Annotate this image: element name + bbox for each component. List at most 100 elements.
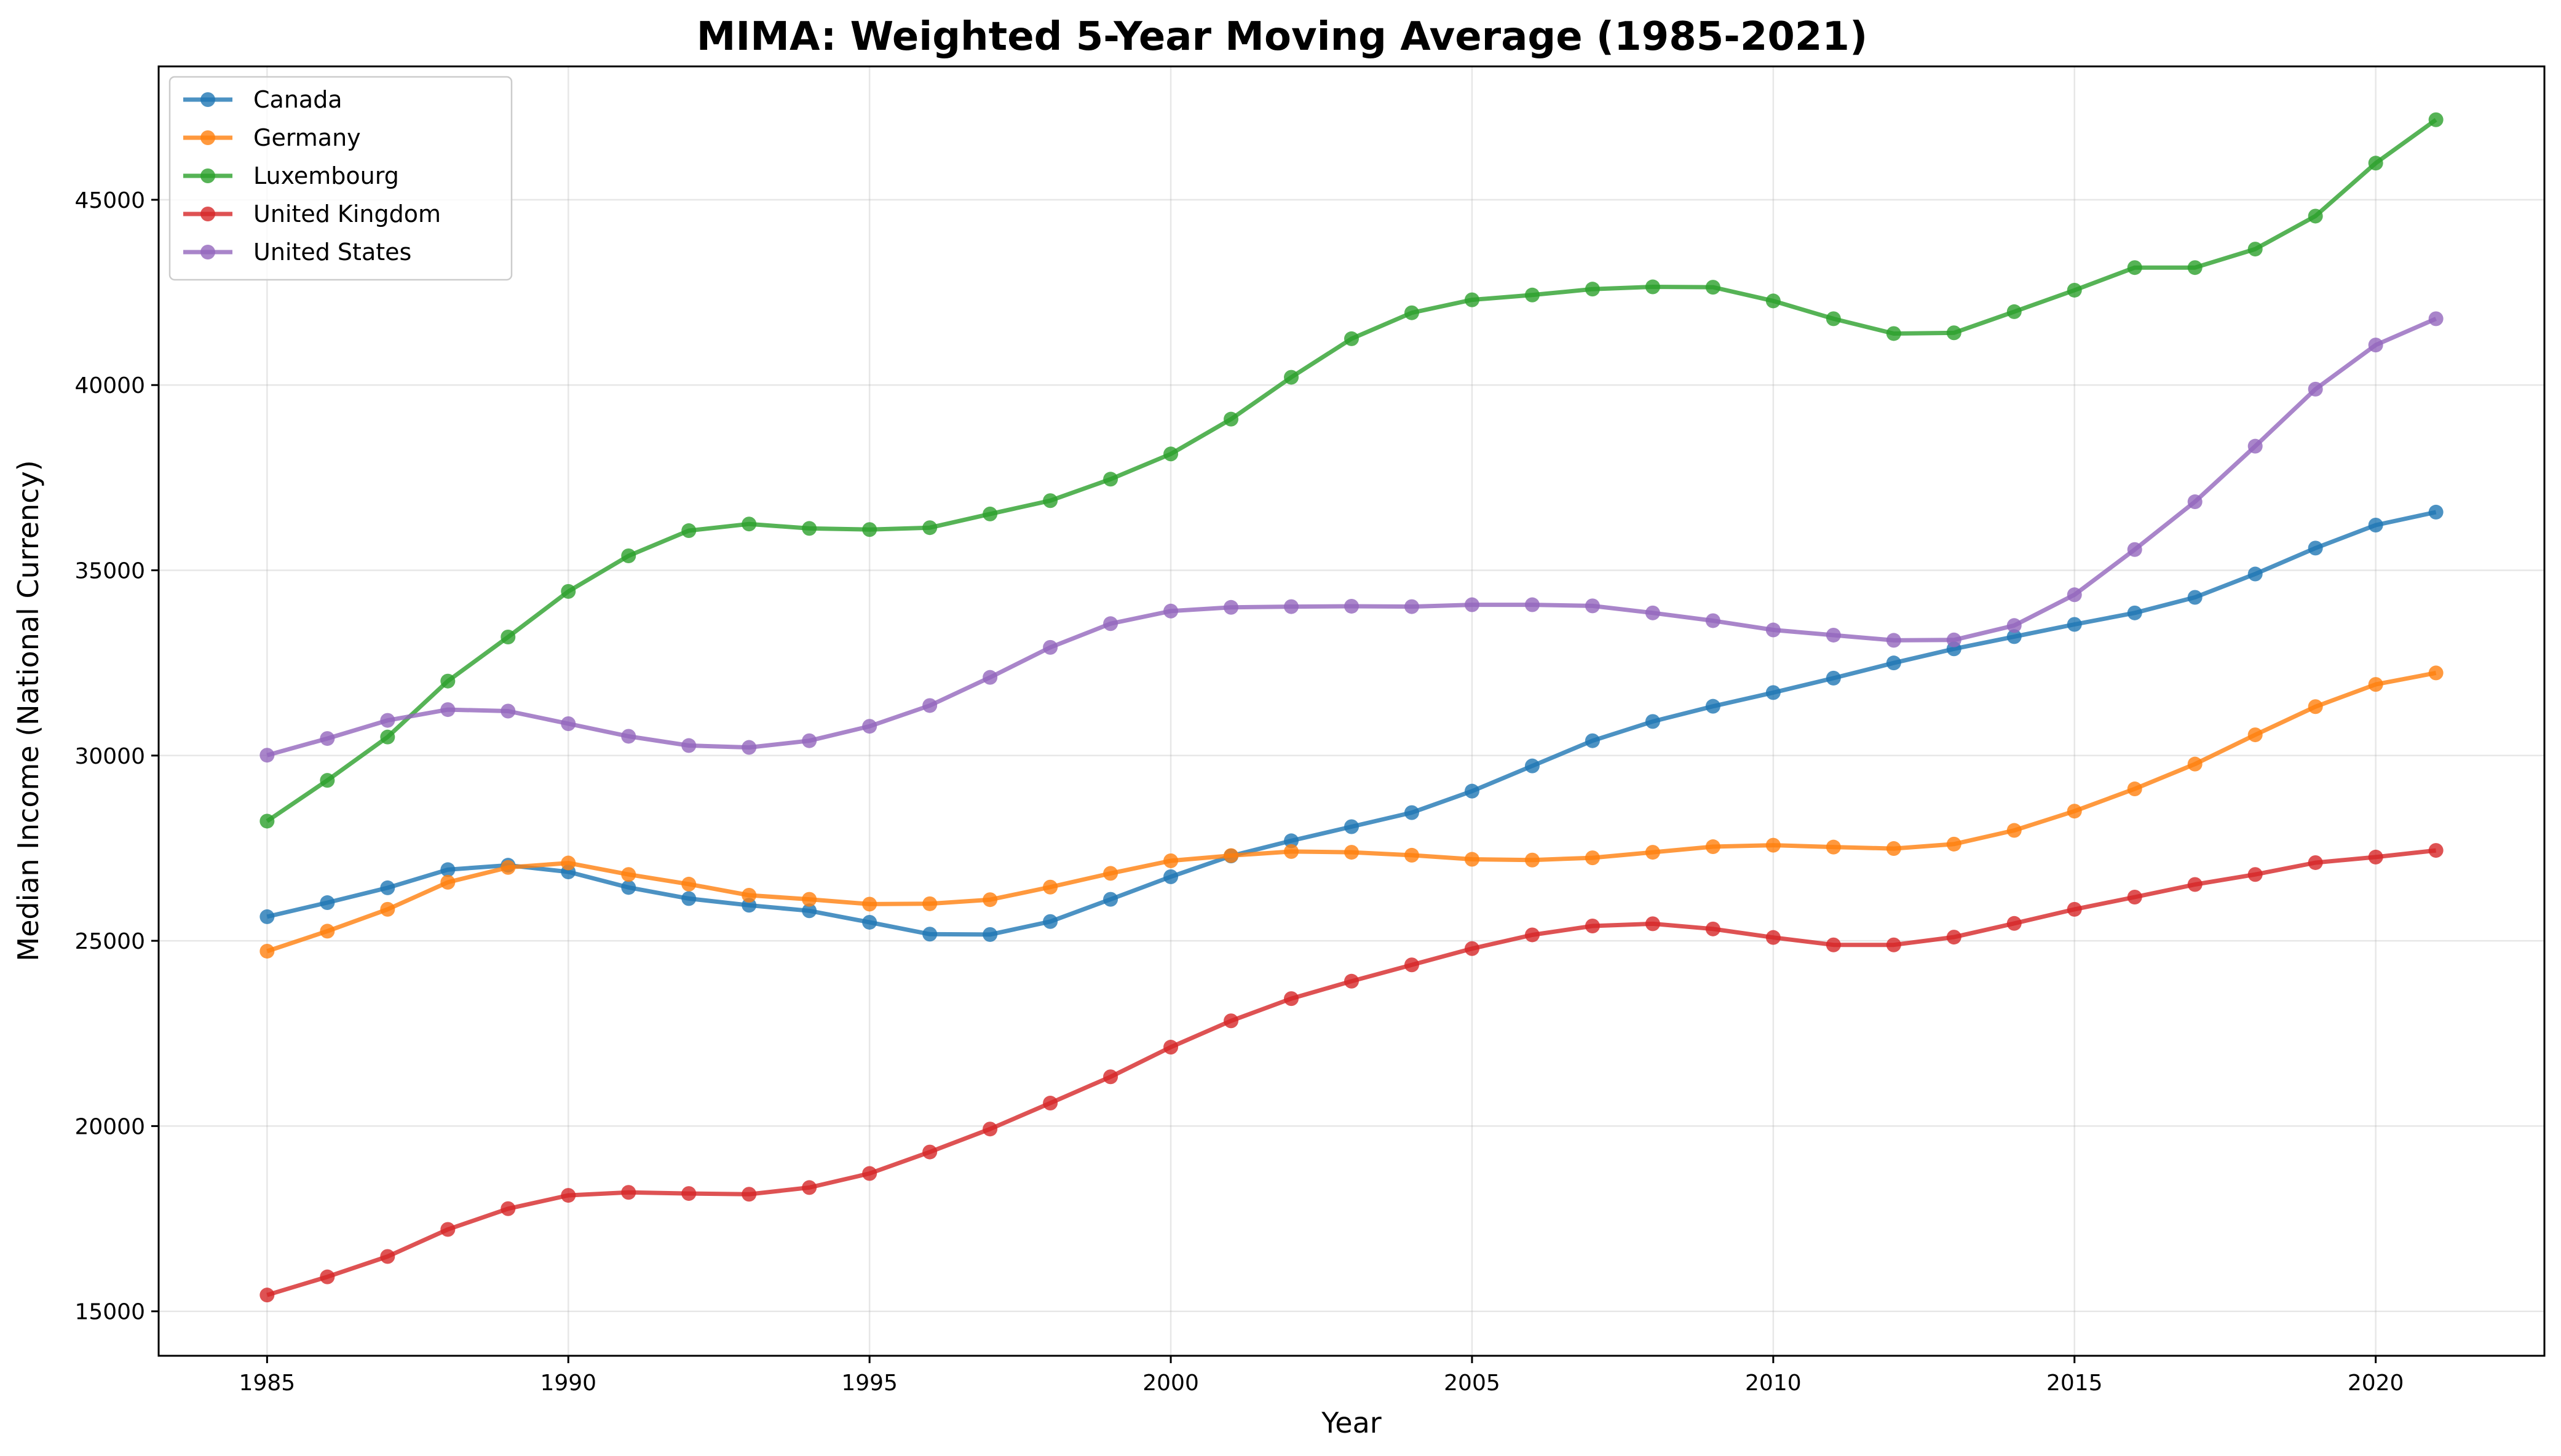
- data-point: [1284, 991, 1299, 1007]
- data-point: [2187, 756, 2203, 772]
- data-point: [1404, 305, 1419, 320]
- legend-label: Germany: [253, 124, 361, 151]
- data-point: [2368, 849, 2383, 865]
- data-point: [1344, 598, 1359, 614]
- data-point: [1224, 599, 1239, 615]
- data-point: [1705, 613, 1720, 628]
- data-point: [1765, 685, 1781, 700]
- data-point: [1886, 937, 1901, 952]
- data-point: [2006, 823, 2022, 838]
- data-point: [380, 1249, 395, 1264]
- x-tick-label: 2000: [1142, 1371, 1199, 1396]
- legend-label: Luxembourg: [253, 162, 399, 189]
- data-point: [1705, 698, 1720, 714]
- data-point: [2187, 877, 2203, 892]
- data-point: [1103, 892, 1118, 907]
- data-point: [2187, 494, 2203, 510]
- data-point: [1344, 845, 1359, 860]
- data-point: [983, 927, 998, 942]
- data-point: [501, 629, 516, 644]
- series-united-kingdom: [259, 843, 2444, 1303]
- data-point: [742, 740, 757, 755]
- data-point: [2127, 889, 2142, 904]
- data-point: [1344, 819, 1359, 834]
- data-point: [681, 891, 697, 906]
- data-point: [2067, 804, 2082, 819]
- data-point: [922, 520, 938, 536]
- data-point: [2308, 540, 2323, 556]
- data-point: [922, 698, 938, 713]
- data-point: [1163, 853, 1179, 868]
- data-point: [2187, 260, 2203, 275]
- x-tick-label: 2020: [2348, 1371, 2404, 1396]
- data-point: [1224, 411, 1239, 427]
- data-point: [1946, 325, 1961, 341]
- x-tick-label: 1985: [239, 1371, 296, 1396]
- data-point: [862, 914, 877, 930]
- data-point: [1826, 627, 1841, 643]
- data-point: [1765, 622, 1781, 638]
- data-point: [1826, 311, 1841, 326]
- y-tick-label: 45000: [74, 188, 145, 213]
- data-point: [440, 702, 456, 718]
- data-point: [862, 896, 877, 912]
- data-point: [1103, 472, 1118, 487]
- data-point: [742, 887, 757, 903]
- data-point: [1826, 839, 1841, 855]
- data-point: [802, 1180, 817, 1195]
- y-axis-label: Median Income (National Currency): [12, 460, 45, 961]
- data-point: [1163, 603, 1179, 619]
- data-point: [2308, 381, 2323, 397]
- x-tick-label: 1995: [841, 1371, 898, 1396]
- data-point: [983, 1122, 998, 1137]
- data-point: [380, 901, 395, 917]
- data-point: [1765, 837, 1781, 853]
- data-point: [983, 670, 998, 685]
- data-point: [621, 867, 636, 882]
- data-point: [2006, 916, 2022, 931]
- legend-label: United States: [253, 239, 411, 266]
- data-point: [1464, 852, 1479, 867]
- data-point: [2006, 629, 2022, 644]
- data-point: [259, 813, 275, 829]
- data-point: [1524, 852, 1540, 868]
- legend-label: Canada: [253, 86, 342, 113]
- data-point: [742, 1187, 757, 1202]
- data-point: [1464, 941, 1479, 956]
- y-tick-label: 25000: [74, 929, 145, 954]
- legend-swatch-marker: [200, 168, 215, 183]
- data-point: [2127, 781, 2142, 797]
- data-point: [380, 729, 395, 745]
- data-point: [440, 673, 456, 689]
- data-point: [320, 895, 335, 911]
- data-point: [1524, 597, 1540, 612]
- data-point: [1645, 916, 1660, 932]
- series-germany: [259, 665, 2444, 959]
- data-point: [1464, 292, 1479, 307]
- data-point: [2428, 311, 2444, 326]
- data-point: [1645, 605, 1660, 620]
- data-point: [862, 719, 877, 734]
- data-point: [1946, 930, 1961, 945]
- data-point: [922, 927, 938, 942]
- data-point: [2368, 677, 2383, 692]
- x-tick-label: 1990: [540, 1371, 596, 1396]
- data-point: [2067, 587, 2082, 603]
- data-point: [259, 748, 275, 763]
- data-point: [1404, 957, 1419, 973]
- data-point: [681, 738, 697, 753]
- data-point: [380, 713, 395, 728]
- data-point: [2067, 617, 2082, 632]
- data-point: [2428, 665, 2444, 681]
- x-tick-label: 2010: [1745, 1371, 1802, 1396]
- data-point: [2368, 518, 2383, 533]
- data-point: [501, 860, 516, 875]
- data-point: [259, 909, 275, 924]
- data-point: [2006, 618, 2022, 633]
- data-point: [259, 1288, 275, 1303]
- data-point: [1163, 1040, 1179, 1055]
- data-point: [1464, 783, 1479, 799]
- data-point: [1043, 914, 1058, 929]
- data-point: [1585, 282, 1600, 297]
- data-point: [1404, 599, 1419, 614]
